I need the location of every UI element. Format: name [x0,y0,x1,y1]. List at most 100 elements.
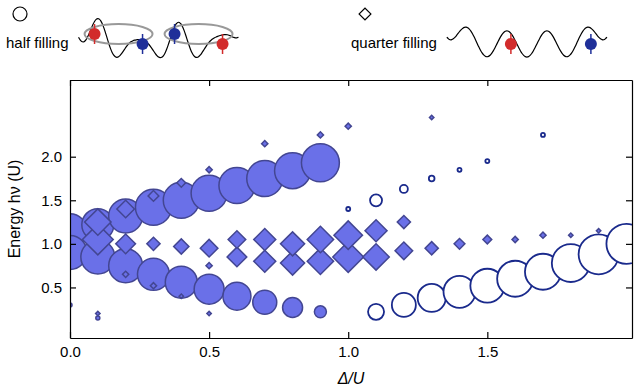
atom [89,28,101,40]
diamond-point [262,141,268,147]
circle-point [346,207,350,211]
tick-label: 1.0 [41,235,62,252]
tick: 0.5 [199,332,220,360]
tick-label: 0.5 [199,343,220,360]
diamond-point [206,167,212,173]
tick: 0.5 [41,279,76,296]
circle-point [400,185,408,193]
tick [348,80,349,86]
tick-mark [626,287,632,288]
diamond-point [177,178,186,187]
atom [585,38,597,50]
circle-point [429,176,435,182]
y-axis-right [626,81,633,339]
tick-mark [348,332,349,338]
diamond-point [116,234,136,254]
axis-line [632,81,633,339]
legend: half filling quarter filling [6,7,607,58]
tick: 1.5 [41,192,76,209]
tick-mark [209,332,210,338]
circle-point [458,168,462,172]
tick: 1.5 [477,332,498,360]
diamond-point [334,221,363,250]
diamond-point [345,123,351,129]
tick: 1.0 [338,332,359,360]
axis-line [70,81,71,339]
atom [169,28,181,40]
diamond-point [227,247,247,267]
plot-area [70,115,632,320]
legend-symbol [359,8,371,20]
tick-label: 2.0 [41,148,62,165]
circle-point [283,297,303,317]
tick [626,244,632,245]
diamond-point [425,242,438,255]
x-axis-top [71,80,633,86]
tick [626,157,632,158]
legend-entry: half filling [6,7,239,58]
diamond-point [150,283,156,289]
tick-mark [348,80,349,86]
tick: 1.0 [41,235,76,252]
x-axis: 0.0 0.5 1.0 1.5 [60,332,632,360]
legend-entry: quarter filling [351,8,607,57]
diamond-point [363,244,389,270]
diamond-point [254,229,276,251]
tick-mark [487,332,488,338]
circle-point [165,266,197,298]
potential-sketch [79,19,239,58]
circle-point [606,224,632,264]
diamond-point [174,239,189,254]
diamond-point [123,271,129,277]
diamond-point [395,242,413,260]
tick-mark [626,157,632,158]
circle-point [253,290,277,314]
diamond-point [117,200,135,218]
tick-label: 0.0 [60,343,81,360]
tick-mark [70,287,76,288]
x-axis-title: Δ/U [337,370,365,387]
diamond-point [228,231,246,249]
atom [137,38,149,50]
tick-mark [70,244,76,245]
circle-point [418,284,446,312]
circle-point [370,194,382,206]
tick [626,200,632,201]
legend-label: quarter filling [351,34,437,51]
diamond-point [96,311,100,315]
tick-label: 1.5 [41,192,62,209]
legend-label: half filling [6,34,69,51]
circle-point [485,159,489,163]
tick-mark [70,157,76,158]
circle-point [314,306,326,318]
diamond-point [512,236,518,242]
atom [217,38,229,50]
circle-point [392,293,416,317]
y-axis-title: Energy hν (U) [6,160,23,259]
diamond-point [317,132,323,138]
diamond-point [596,229,600,233]
tick-mark [626,200,632,201]
diamond-point [148,191,159,202]
series [82,115,600,316]
axis-line [71,338,633,339]
diamond-point [85,209,111,235]
diamond-point [483,235,492,244]
tick-mark [487,80,488,86]
diamond-point [365,220,387,242]
diamond-point [454,238,465,249]
diamond-point [281,232,305,256]
tick-label: 0.5 [41,279,62,296]
tick-label: 1.5 [477,343,498,360]
circle-point [301,144,339,182]
tick [487,80,488,86]
series [346,133,632,320]
circle-point [368,304,384,320]
diamond-point [569,233,573,237]
tick [626,287,632,288]
series [70,144,339,320]
tick: 2.0 [41,148,76,165]
diamond-point [207,311,211,315]
atom [505,38,517,50]
diamond-point [540,232,546,238]
